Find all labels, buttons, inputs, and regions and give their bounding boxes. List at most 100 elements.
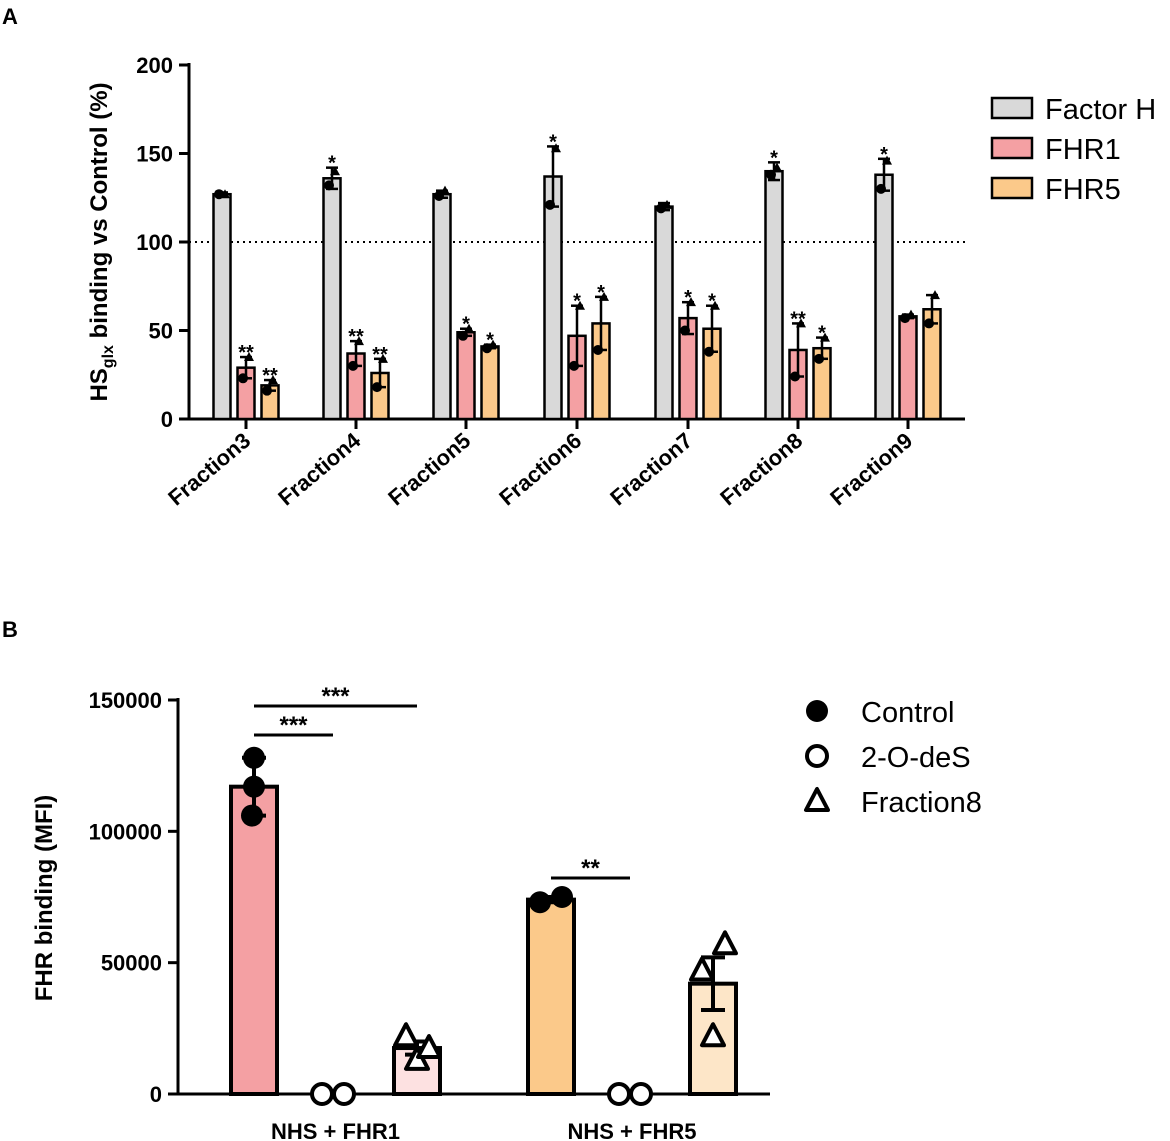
panel-a-bar [212,192,232,421]
panel-a-legend-swatch [990,176,1034,200]
panel-a-y-tick-label: 0 [161,407,173,432]
panel-a-data-point [575,300,585,310]
panel-a-data-point [790,371,800,382]
panel-b-data-point [241,804,263,827]
panel-b-y-tick-label: 150000 [89,688,162,713]
panel-b-legend-label: 2-O-deS [861,742,971,774]
panel-a-legend-label: FHR1 [1045,134,1121,166]
panel-a-x-tick-label: Fraction3 [163,428,255,511]
panel-a-data-point [876,183,886,194]
panel-a-data-point [599,291,609,301]
panel-b-data-point [607,1082,631,1106]
panel-b-data-point [243,775,265,798]
panel-a-significance-label: ** [238,342,254,364]
panel-b-significance-label: *** [321,683,350,710]
panel-a-data-point [440,185,450,195]
panel-a-significance-label: * [597,282,605,304]
panel-a-data-point [488,339,498,349]
panel-a-y-tick-label: 200 [136,53,173,78]
panel-a-data-point [268,375,278,385]
panel-a-x-tick-label: Fraction4 [273,427,366,510]
panel-b-y-tick-label: 0 [150,1082,162,1107]
panel-b-data-point [629,1082,653,1106]
panel-b-data-point [393,1022,419,1048]
panel-a-bar [480,345,500,421]
panel-a-data-point [766,169,776,180]
panel-b-bar [229,784,279,1096]
panel-a-data-point [924,318,934,329]
panel-a-data-point [244,352,254,362]
panel-a-data-point [348,360,358,371]
panel-a-data-point [686,297,696,307]
panel-a-bar [456,331,476,421]
panel-a-y-tick-label: 150 [136,142,173,167]
panel-b-legend-label: Fraction8 [861,787,982,819]
panel-b-significance-label: *** [279,712,308,739]
panel-a-x-tick-label: Fraction9 [825,428,917,511]
panel-b-data-point [332,1082,356,1106]
panel-letter-b: B [2,617,18,642]
panel-b-legend-marker [806,700,828,722]
panel-a-significance-label: ** [372,344,388,366]
panel-b-x-tick-label: NHS + FHR1 [271,1119,400,1141]
panel-a-bar [898,315,918,421]
panel-a-data-point [545,199,555,210]
panel-a-data-point [680,325,690,336]
panel-b-significance-label: ** [581,855,600,882]
panel-a-data-point [220,189,230,199]
panel-a-significance-label: * [818,323,826,345]
panel-a-x-tick-label: Fraction8 [715,428,807,511]
panel-a-data-point [551,143,561,153]
panel-a-x-tick-label: Fraction6 [494,428,586,511]
panel-a-significance-label: * [684,287,692,309]
panel-a-data-point [464,323,474,333]
panel-a-data-point [378,353,388,363]
panel-a-significance-label: ** [262,365,278,387]
panel-a-data-point [482,343,492,354]
panel-a-data-point [238,373,248,384]
panel-a-data-point [704,346,714,357]
panel-a-legend-swatch [990,136,1034,160]
panel-a-bar [654,205,674,421]
panel-a-data-point [796,318,806,328]
panel-a-significance-label: * [486,330,494,352]
panel-a-x-tick-label: Fraction7 [605,428,697,511]
panel-a-data-point [656,203,666,214]
panel-a-bar [764,169,784,421]
panel-b-data-point [529,891,551,914]
panel-a-data-point [906,309,916,319]
panel-a-data-point [662,199,672,209]
panel-a-legend-label: FHR5 [1045,174,1121,206]
panel-a-data-point [930,290,940,300]
panel-a-data-point [814,353,824,364]
panel-b-legend-marker [804,787,830,812]
panel-b-data-point [243,746,265,769]
panel-a-data-point [354,336,364,346]
panel-b-data-point [700,1022,726,1048]
panel-letter-a: A [2,4,18,29]
panel-a-y-axis-title: HSglx binding vs Control (%) [86,82,117,401]
panel-b-legend-marker [805,744,829,768]
panel-a-significance-label: * [549,131,557,153]
panel-a-legend-label: Factor H [1045,94,1156,126]
panel-a-significance-label: ** [348,326,364,348]
panel-a-data-point [262,385,272,396]
panel-a-y-tick-label: 50 [149,319,173,344]
panel-a-bar [322,177,342,421]
panel-a-data-point [569,360,579,371]
panel-a-significance-label: * [328,153,336,175]
panel-a-data-point [820,332,830,342]
panel-b-y-axis-title: FHR binding (MFI) [31,795,58,1002]
panel-b-data-point [689,956,715,982]
panel-b-chart: 0 50000 100000 150000 NHS + FHR1 NHS + FHR5 **… [89,683,982,1141]
panel-b-data-point [712,930,738,956]
panel-b-bar [526,897,576,1096]
panel-b-x-tick-label: NHS + FHR5 [568,1119,697,1141]
panel-a-data-point [458,330,468,341]
panel-a-significance-label: * [708,291,716,313]
panel-a-data-point [900,313,910,324]
panel-a-data-point [330,166,340,176]
panel-a-significance-label: * [573,291,581,313]
